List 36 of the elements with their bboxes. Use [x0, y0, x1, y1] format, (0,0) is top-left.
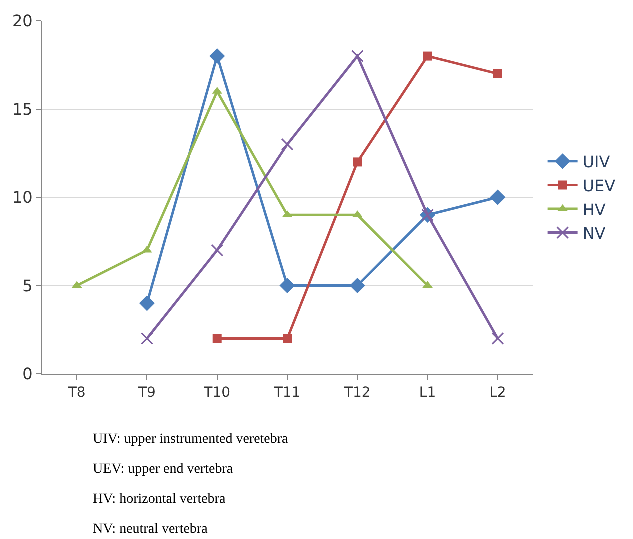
x-tick-label: T10	[203, 384, 231, 401]
x-tick-label: T12	[343, 384, 371, 401]
x-tick-label: T9	[137, 384, 156, 401]
legend-label: NV	[582, 224, 606, 244]
point	[283, 334, 292, 344]
y-tick-label: 5	[22, 276, 33, 296]
x-tick-label: L1	[419, 384, 436, 401]
text: UIV: upper instrumented veretebra	[93, 432, 290, 447]
y-tick-label: 10	[12, 188, 33, 208]
legend-label: HV	[582, 200, 606, 220]
point	[210, 48, 226, 64]
x-tick-label: T11	[273, 384, 301, 401]
point	[353, 158, 362, 167]
point	[280, 278, 296, 294]
point	[350, 278, 366, 294]
legend-label: UIV	[582, 152, 610, 172]
y-tick-label: 0	[22, 364, 33, 384]
point	[140, 332, 154, 345]
point	[493, 69, 502, 78]
text: HV: horizontal vertebra	[93, 492, 226, 507]
point	[423, 52, 432, 61]
y-tick-label: 15	[12, 100, 33, 119]
point	[211, 244, 224, 257]
point	[351, 50, 364, 63]
point	[139, 296, 156, 312]
point	[492, 332, 504, 345]
legend-label: UEV	[582, 176, 616, 196]
y-tick-label: 20	[12, 12, 33, 31]
point	[490, 190, 506, 206]
point	[212, 334, 222, 344]
x-tick-label: T8	[67, 384, 86, 401]
text: NV: neutral vertebra	[93, 522, 209, 537]
point	[281, 138, 294, 151]
point	[142, 246, 152, 253]
text: UEV: upper end vertebra	[93, 462, 234, 477]
x-tick-label: L2	[490, 384, 506, 401]
